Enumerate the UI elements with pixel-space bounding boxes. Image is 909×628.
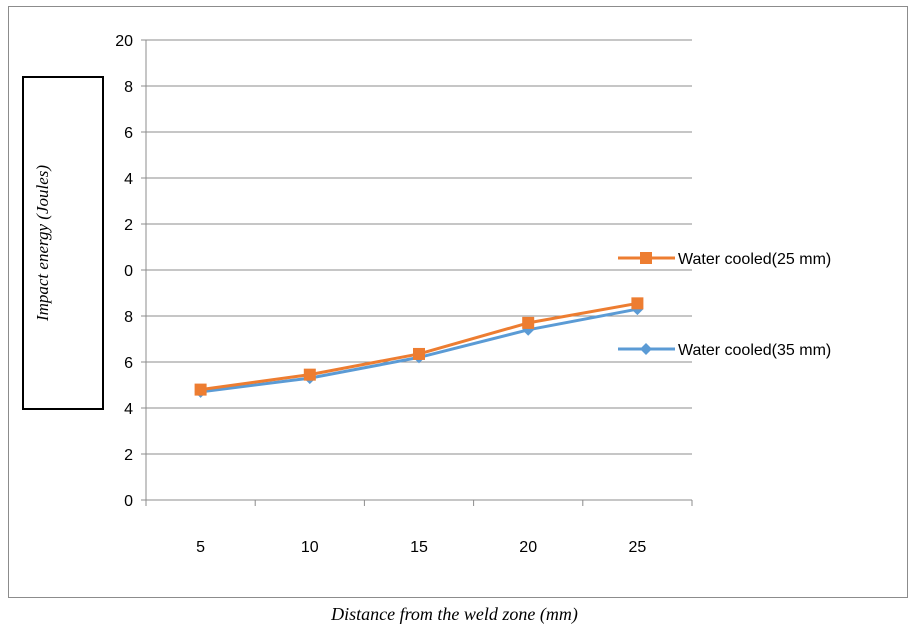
y-tick-label: 0 bbox=[124, 493, 133, 510]
data-point bbox=[413, 347, 425, 360]
y-tick-label: 20 bbox=[115, 33, 133, 50]
chart-frame bbox=[8, 6, 908, 598]
y-tick-label: 6 bbox=[124, 355, 133, 372]
x-tick-label: 25 bbox=[629, 539, 647, 556]
legend-marker bbox=[640, 252, 652, 264]
data-point bbox=[631, 297, 644, 310]
y-tick-label: 4 bbox=[124, 401, 133, 418]
y-tick-label: 6 bbox=[124, 125, 133, 142]
y-tick-label: 4 bbox=[124, 171, 133, 188]
legend-label: Water cooled(35 mm) bbox=[678, 342, 831, 359]
legend-label: Water cooled(25 mm) bbox=[678, 251, 831, 268]
x-tick-label: 10 bbox=[301, 539, 319, 556]
data-point bbox=[194, 383, 207, 396]
y-axis-label: Impact energy (Joules) bbox=[33, 164, 52, 322]
x-tick-label: 20 bbox=[519, 539, 537, 556]
y-axis-label-box bbox=[22, 76, 104, 410]
x-tick-label: 5 bbox=[196, 539, 205, 556]
legend-marker bbox=[640, 343, 652, 355]
y-tick-label: 2 bbox=[124, 447, 133, 464]
y-tick-label: 8 bbox=[124, 309, 133, 326]
data-point bbox=[522, 316, 535, 329]
y-tick-label: 0 bbox=[124, 263, 133, 280]
x-tick-label: 15 bbox=[410, 539, 428, 556]
x-axis-label: Distance from the weld zone (mm) bbox=[331, 604, 578, 624]
data-point bbox=[303, 368, 316, 381]
y-tick-label: 8 bbox=[124, 79, 133, 96]
y-tick-label: 2 bbox=[124, 217, 133, 234]
